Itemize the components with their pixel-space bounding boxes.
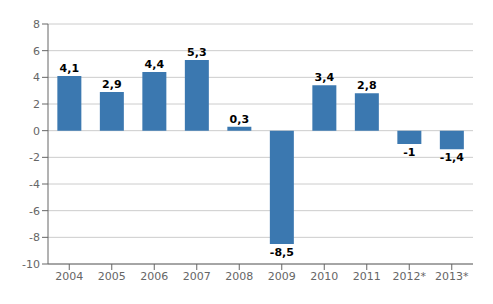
svg-text:-4: -4 — [29, 178, 40, 191]
svg-text:0,3: 0,3 — [230, 113, 250, 126]
svg-text:4,1: 4,1 — [60, 62, 80, 75]
svg-text:2005: 2005 — [98, 270, 126, 283]
svg-text:0: 0 — [33, 125, 40, 138]
svg-text:2006: 2006 — [140, 270, 168, 283]
svg-text:2010: 2010 — [310, 270, 338, 283]
svg-text:4,4: 4,4 — [145, 58, 165, 71]
svg-text:-8: -8 — [29, 231, 40, 244]
svg-text:2009: 2009 — [268, 270, 296, 283]
svg-text:2011: 2011 — [353, 270, 381, 283]
svg-text:2013*: 2013* — [435, 270, 469, 283]
svg-text:-10: -10 — [22, 258, 40, 271]
svg-text:2012*: 2012* — [393, 270, 427, 283]
svg-text:2,8: 2,8 — [357, 79, 377, 92]
svg-text:2008: 2008 — [225, 270, 253, 283]
svg-text:2: 2 — [33, 98, 40, 111]
svg-text:-8,5: -8,5 — [270, 246, 294, 259]
svg-text:2,9: 2,9 — [102, 78, 122, 91]
svg-text:4: 4 — [33, 71, 40, 84]
svg-text:3,4: 3,4 — [315, 71, 335, 84]
svg-text:-1: -1 — [403, 146, 415, 159]
svg-text:-6: -6 — [29, 205, 40, 218]
svg-text:6: 6 — [33, 45, 40, 58]
svg-text:8: 8 — [33, 18, 40, 31]
svg-text:5,3: 5,3 — [187, 46, 207, 59]
svg-text:2007: 2007 — [183, 270, 211, 283]
svg-text:-1,4: -1,4 — [440, 151, 464, 164]
svg-text:2004: 2004 — [55, 270, 83, 283]
svg-text:-2: -2 — [29, 151, 40, 164]
